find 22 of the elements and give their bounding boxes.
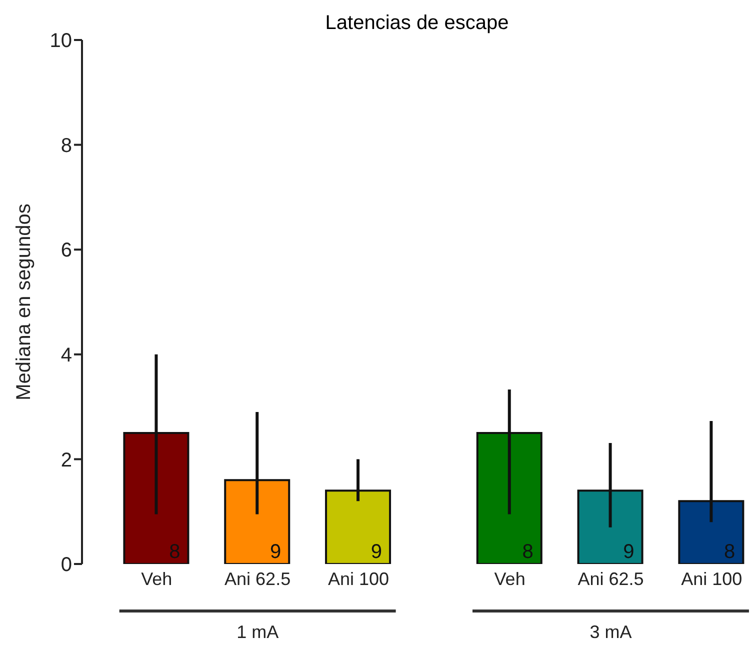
x-tick-label: Veh <box>141 568 172 589</box>
text: 1 mA <box>236 622 279 642</box>
chart-title: Latencias de escape <box>324 12 510 35</box>
x-tick-label: Ani 100 <box>681 568 742 589</box>
y-tick-label: 6 <box>60 240 72 262</box>
y-tick-label: 0 <box>60 554 72 576</box>
annotation: 8 <box>522 541 534 563</box>
y-tick-label: 8 <box>60 134 72 157</box>
y-tick-label: 10 <box>50 30 72 52</box>
x-tick-label: Ani 100 <box>328 568 390 589</box>
x-tick-label: Veh <box>494 568 526 589</box>
annotation: 9 <box>370 541 382 563</box>
x-tick-label: Ani 62.5 <box>224 568 291 589</box>
annotation: 9 <box>270 541 282 563</box>
y-tick-label: 2 <box>60 449 72 472</box>
annotation: 8 <box>724 541 736 563</box>
text: 3 mA <box>590 622 632 642</box>
annotation: 8 <box>169 541 180 563</box>
x-tick-label: Ani 62.5 <box>578 568 644 589</box>
y-axis-title: Mediana en segundos <box>13 204 35 400</box>
y-tick-label: 4 <box>60 344 72 366</box>
annotation: 9 <box>623 541 634 563</box>
